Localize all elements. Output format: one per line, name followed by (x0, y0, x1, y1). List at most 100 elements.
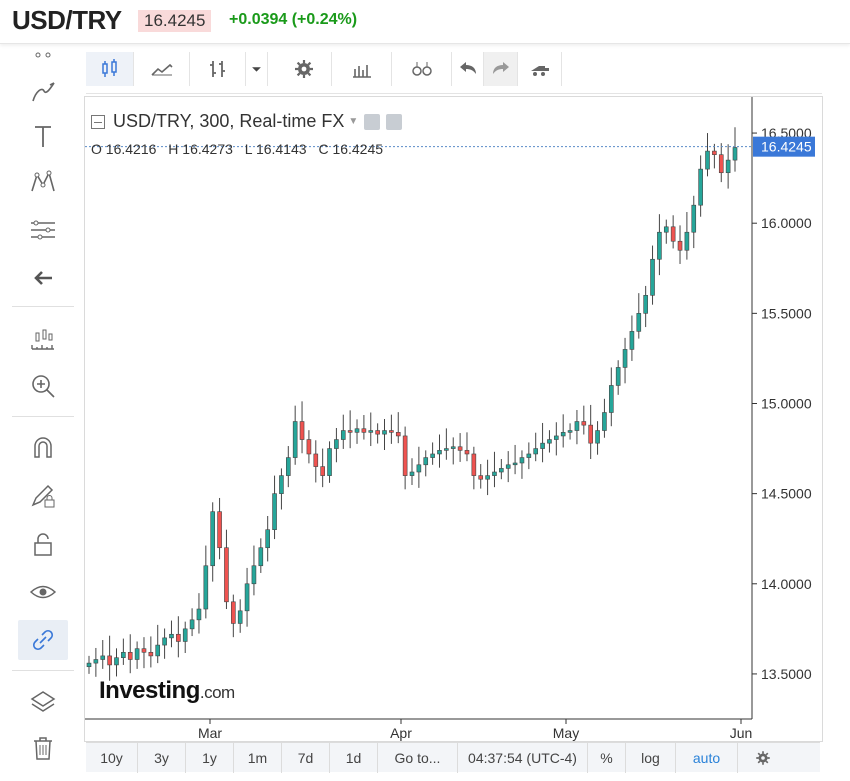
candle (320, 466, 325, 476)
candle (560, 432, 566, 437)
candle (677, 240, 683, 251)
caret-down-icon[interactable]: ▼ (348, 116, 359, 127)
candle (444, 448, 449, 451)
candle (354, 428, 360, 433)
range-10y[interactable]: 10y (86, 742, 138, 773)
time-readout: 04:37:54 (UTC-4) (458, 742, 588, 773)
candle (334, 439, 339, 449)
candle (347, 430, 353, 433)
fib-icon[interactable] (18, 210, 68, 250)
candle (258, 547, 264, 567)
goto-button[interactable]: Go to... (378, 742, 458, 773)
candle (533, 448, 539, 455)
candle (526, 453, 532, 458)
candle (196, 608, 202, 621)
candle (251, 565, 257, 585)
candle (588, 424, 593, 444)
candle (567, 430, 573, 433)
range-3y[interactable]: 3y (138, 742, 186, 773)
price-change: +0.0394 (+0.24%) (229, 11, 358, 28)
candle (643, 295, 648, 314)
indicators-icon[interactable] (332, 52, 392, 86)
layers-icon[interactable] (18, 682, 68, 722)
candle (732, 147, 738, 161)
percent-toggle[interactable]: % (588, 742, 626, 773)
candle (657, 231, 662, 260)
candle (121, 651, 126, 659)
candle (127, 651, 133, 660)
undo-icon[interactable] (452, 52, 484, 86)
candle (629, 331, 635, 350)
back-arrow-icon[interactable] (18, 258, 68, 298)
candle (368, 430, 374, 433)
price-chart[interactable]: 16.500016.000015.500015.000014.500014.00… (85, 97, 824, 743)
range-1m[interactable]: 1m (234, 742, 282, 773)
candle (409, 471, 415, 476)
candle (663, 226, 669, 233)
pattern-icon[interactable] (18, 162, 68, 202)
log-toggle[interactable]: log (626, 742, 676, 773)
range-1y[interactable]: 1y (186, 742, 234, 773)
auto-toggle[interactable]: auto (676, 742, 738, 773)
candle (705, 150, 710, 170)
candle (402, 435, 408, 476)
candle (292, 421, 298, 458)
line-chart-icon[interactable] (134, 52, 190, 86)
candles-icon[interactable] (86, 52, 134, 86)
collapse-icon[interactable] (91, 114, 105, 129)
bars-icon[interactable] (190, 52, 246, 86)
measure-icon[interactable] (18, 320, 68, 360)
settings-icon[interactable] (276, 52, 332, 86)
candle (423, 457, 429, 466)
ohlc-readout: O 16.4216 H 16.4273 L 16.4143 C 16.4245 (91, 141, 391, 157)
eye-icon[interactable] (18, 572, 68, 612)
candle (244, 583, 250, 612)
candle (622, 349, 628, 368)
candle (93, 659, 99, 664)
candle (691, 204, 697, 233)
candle (169, 633, 174, 639)
candle (547, 439, 552, 444)
gear-icon[interactable] (386, 113, 403, 130)
candle (615, 367, 621, 386)
crosshair-icon[interactable] (18, 36, 68, 76)
x-tick-label: Jun (730, 725, 753, 741)
eye-toggle-icon[interactable] (364, 113, 381, 130)
zoom-in-icon[interactable] (18, 366, 68, 406)
candle (134, 648, 140, 660)
symbol-title: USD/TRY (12, 5, 122, 35)
chart-panel[interactable]: 16.5000 16.0000 15.5000 15.0000 14.5000 14.00… (84, 96, 823, 742)
candle (155, 644, 161, 657)
candle (327, 448, 332, 476)
lock-drawing-icon[interactable] (18, 476, 68, 516)
text-icon[interactable] (18, 116, 68, 156)
magnet-icon[interactable] (18, 428, 68, 468)
range-1d[interactable]: 1d (330, 742, 378, 773)
toolbar-divider (12, 416, 74, 417)
gear-icon[interactable] (738, 743, 788, 773)
candle (176, 633, 181, 642)
candle (100, 655, 106, 660)
link-icon[interactable] (18, 620, 68, 660)
candle (485, 475, 490, 480)
last-price-label: 16.4245 (761, 139, 812, 155)
alert-icon[interactable] (518, 52, 562, 86)
candle (389, 430, 394, 433)
range-7d[interactable]: 7d (282, 742, 330, 773)
trend-line-icon[interactable] (18, 72, 68, 112)
investing-logo: Investing.com (99, 677, 235, 704)
candle (141, 648, 147, 653)
candle (382, 430, 387, 435)
left-toolbar (10, 44, 76, 781)
candle (499, 468, 504, 473)
compare-icon[interactable] (392, 52, 452, 86)
dropdown-icon[interactable] (246, 52, 268, 86)
candle (574, 421, 580, 431)
trash-icon[interactable] (18, 728, 68, 768)
redo-icon[interactable] (484, 52, 518, 86)
candle (457, 446, 463, 451)
candle (416, 464, 422, 473)
candle (224, 547, 229, 603)
candle (519, 457, 525, 464)
unlock-icon[interactable] (18, 524, 68, 564)
